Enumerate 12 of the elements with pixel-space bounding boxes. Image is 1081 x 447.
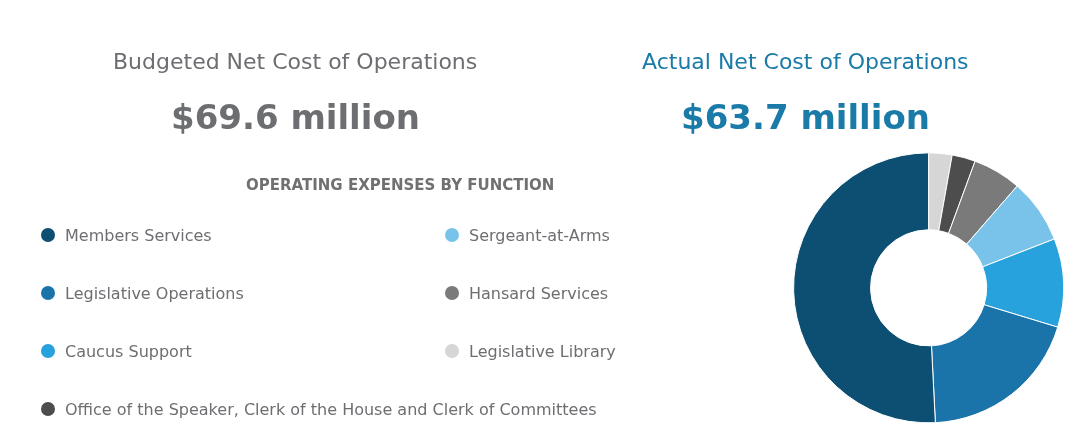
- legend-label: Office of the Speaker, Clerk of the House and Clerk of Committees: [65, 400, 597, 419]
- text: $63.7 million: [681, 97, 930, 137]
- legend-label: Members Services: [65, 226, 212, 245]
- legend-label: Sergeant-at-Arms: [469, 226, 610, 245]
- text: $69.6 million: [171, 97, 420, 137]
- text: Budgeted Net Cost of Operations: [113, 49, 478, 74]
- legend-label: Hansard Services: [469, 284, 609, 303]
- text: OPERATING EXPENSES BY FUNCTION: [246, 176, 555, 194]
- legend-label: Caucus Support: [65, 342, 192, 361]
- text: Actual Net Cost of Operations: [642, 49, 969, 74]
- legend-label: Legislative Library: [469, 342, 616, 361]
- legend-label: Legislative Operations: [65, 284, 244, 303]
